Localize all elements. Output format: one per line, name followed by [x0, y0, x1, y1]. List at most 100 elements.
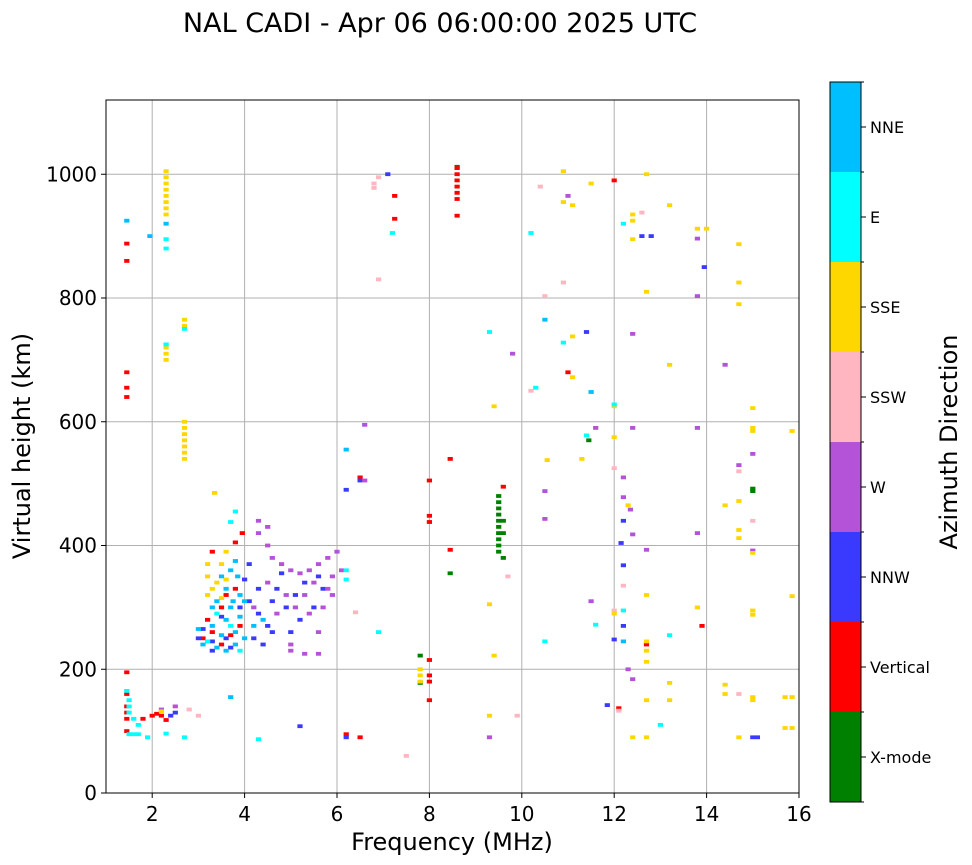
data-point-sse: [560, 169, 566, 174]
data-point-nne: [343, 447, 349, 452]
data-point-nnw: [611, 637, 617, 642]
x-tick-label: 2: [146, 802, 159, 826]
data-point-sse: [218, 596, 225, 600]
data-point-vertical: [565, 370, 571, 375]
data-point-e: [163, 731, 169, 736]
data-point-nne: [235, 574, 241, 579]
data-point-vertical: [124, 692, 130, 696]
data-point-nnw: [228, 645, 234, 650]
data-point-sse: [181, 450, 188, 455]
data-point-vertical: [454, 190, 460, 195]
data-point-w: [643, 547, 650, 552]
data-point-nnw: [302, 580, 308, 585]
data-point-sse: [736, 280, 742, 285]
data-point-e: [620, 608, 626, 613]
data-point-nnw: [246, 562, 252, 566]
data-point-sse: [750, 608, 756, 613]
data-point-sse: [789, 429, 795, 433]
chart-title: NAL CADI - Apr 06 06:00:00 2025 UTC: [183, 8, 697, 39]
colorbar: X-mode Vertical NNW W SSW SSE E NNE: [830, 81, 931, 803]
data-point-w: [320, 605, 326, 610]
data-point-e: [163, 246, 169, 251]
data-point-w: [620, 495, 626, 500]
data-point-w: [255, 531, 262, 535]
data-point-ssw: [611, 608, 617, 613]
data-point-vertical: [616, 706, 622, 711]
data-point-e: [343, 577, 349, 582]
data-point-nnw: [218, 614, 225, 619]
data-point-w: [279, 562, 285, 566]
data-point-vertical: [232, 540, 238, 545]
data-point-sse: [181, 323, 188, 328]
data-point-nne: [163, 221, 169, 226]
data-point-nnw: [246, 599, 252, 604]
data-point-sse: [782, 726, 788, 730]
data-point-nnw: [320, 586, 326, 591]
data-point-vertical: [500, 484, 506, 489]
data-point-vertical: [447, 457, 453, 461]
data-point-sse: [486, 713, 493, 718]
data-point-sse: [643, 289, 650, 294]
data-point-w: [736, 463, 742, 467]
data-point-e: [126, 710, 132, 715]
data-point-x-mode: [500, 556, 506, 560]
data-point-ssw: [376, 277, 382, 282]
data-point-sse: [417, 679, 423, 684]
data-point-w: [362, 478, 368, 483]
data-point-w: [325, 556, 331, 560]
data-point-e: [131, 732, 137, 737]
data-point-vertical: [140, 716, 146, 721]
data-point-sse: [181, 438, 188, 443]
data-point-e: [214, 611, 220, 616]
data-point-w: [722, 362, 728, 367]
data-point-w: [288, 648, 294, 653]
data-point-w: [315, 651, 322, 656]
data-point-vertical: [205, 617, 211, 622]
data-point-sse: [630, 212, 636, 217]
data-point-e: [124, 689, 130, 693]
data-point-w: [486, 735, 493, 740]
data-point-sse: [181, 317, 188, 322]
data-point-nnw: [620, 518, 626, 523]
data-point-vertical: [426, 478, 432, 483]
data-point-vertical: [426, 679, 432, 684]
data-point-e: [181, 327, 188, 331]
data-point-x-mode: [496, 518, 502, 523]
data-point-w: [292, 605, 298, 610]
data-point-nne: [209, 605, 215, 610]
data-point-vertical: [209, 630, 215, 634]
colorbar-segment-vertical: [830, 622, 861, 712]
data-point-nnw: [168, 713, 174, 718]
data-point-x-mode: [586, 438, 592, 443]
data-point-ssw: [376, 175, 382, 180]
data-point-nne: [223, 648, 229, 653]
data-point-vertical: [343, 732, 349, 737]
colorbar-frame: [829, 81, 862, 803]
data-point-e: [126, 704, 132, 709]
data-point-w: [334, 549, 340, 554]
data-point-e: [533, 385, 539, 390]
x-axis-ticks: 2 4 6 8 10 12 14 16: [146, 793, 812, 826]
data-point-nnw: [639, 234, 645, 238]
data-point-nnw: [274, 586, 280, 591]
colorbar-segment-nnw: [830, 532, 861, 622]
data-point-e: [145, 735, 151, 740]
data-point-e: [667, 633, 673, 638]
colorbar-segment-nne: [830, 82, 861, 172]
data-point-w: [315, 630, 322, 634]
data-point-w: [630, 332, 636, 336]
data-point-w: [288, 642, 294, 647]
data-point-nnw: [343, 735, 349, 740]
data-point-e: [593, 622, 599, 627]
data-point-ssw: [371, 181, 377, 186]
data-point-nnw: [754, 735, 760, 740]
data-point-x-mode: [496, 549, 502, 554]
data-point-nnw: [269, 599, 275, 604]
data-point-ssw: [616, 708, 622, 713]
data-point-w: [339, 568, 345, 573]
data-point-nne: [232, 630, 238, 634]
y-axis-label: Virtual height (km): [8, 333, 36, 559]
gridlines: [106, 100, 800, 794]
data-point-w: [255, 518, 262, 523]
